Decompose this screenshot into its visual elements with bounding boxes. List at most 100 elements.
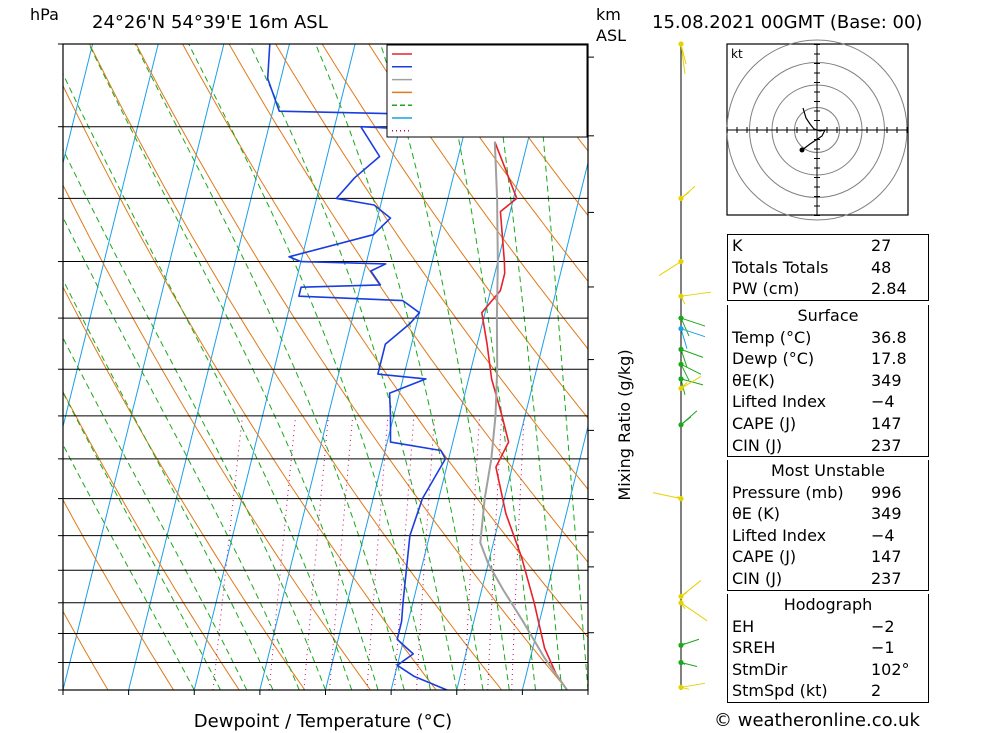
wind-profile bbox=[652, 41, 712, 690]
mixing-ratio-line bbox=[487, 415, 503, 690]
hodograph-surface-point bbox=[799, 147, 805, 153]
row-value: 147 bbox=[871, 413, 902, 433]
row-value: 237 bbox=[871, 435, 902, 455]
row-value: 2.84 bbox=[871, 279, 907, 299]
wind-barb bbox=[680, 43, 686, 75]
wet-adiabat-line bbox=[63, 336, 248, 690]
wind-barb bbox=[658, 261, 682, 276]
row-value: 237 bbox=[871, 568, 902, 588]
row-value: −4 bbox=[871, 525, 895, 545]
wind-barb bbox=[680, 661, 698, 667]
row-label: CIN (J) bbox=[732, 568, 783, 588]
mixing-ratio-line bbox=[212, 415, 243, 690]
table-row: CIN (J) 237 bbox=[728, 435, 928, 457]
row-label: CAPE (J) bbox=[732, 413, 797, 433]
chart-legend bbox=[386, 44, 588, 138]
hodograph-panel: kt bbox=[726, 39, 909, 221]
wet-adiabat-line bbox=[63, 72, 353, 690]
wind-barb bbox=[680, 348, 704, 358]
pressure-unit-label: hPa bbox=[30, 5, 59, 24]
surface-table: Surface Temp (°C) 36.8 Dewp (°C) 17.8 θE(K) 34… bbox=[727, 305, 929, 458]
row-label: Lifted Index bbox=[732, 392, 827, 412]
table-row: θE (K) 349 bbox=[728, 503, 928, 525]
dry-adiabat-line bbox=[63, 285, 306, 690]
table-title: Hodograph bbox=[783, 595, 873, 614]
wind-barb bbox=[680, 295, 686, 305]
indices-table: K 27 Totals Totals 48 PW (cm) 2.84 bbox=[727, 234, 929, 301]
table-row: StmSpd (kt) 2 bbox=[728, 680, 928, 702]
row-value: 36.8 bbox=[871, 327, 907, 347]
km-unit-label: km bbox=[596, 5, 621, 24]
wet-adiabat-line bbox=[63, 216, 300, 690]
wind-barb bbox=[652, 492, 682, 500]
wind-barb bbox=[680, 363, 702, 375]
table-title: Surface bbox=[797, 306, 859, 325]
row-label: Dewp (°C) bbox=[732, 349, 815, 369]
height-axis-labels bbox=[588, 56, 594, 634]
row-value: 48 bbox=[871, 257, 892, 277]
row-value: −4 bbox=[871, 392, 895, 412]
wet-adiabat-line bbox=[63, 443, 195, 690]
location-title: 24°26'N 54°39'E 16m ASL bbox=[92, 12, 328, 33]
row-value: 27 bbox=[871, 236, 892, 255]
row-value: −2 bbox=[871, 616, 895, 636]
wind-barb bbox=[680, 191, 690, 199]
wet-adiabat-line bbox=[188, 44, 431, 690]
row-label: StmSpd (kt) bbox=[732, 681, 828, 701]
row-label: θE(K) bbox=[732, 370, 775, 390]
isotherm-line bbox=[193, 44, 356, 690]
table-row: Pressure (mb) 996 bbox=[728, 482, 928, 504]
mixing-ratio-line bbox=[303, 415, 329, 690]
row-value: 349 bbox=[871, 370, 902, 390]
isotherm-line bbox=[0, 7, 36, 690]
wind-barb bbox=[680, 682, 706, 688]
wind-barb bbox=[680, 416, 692, 426]
table-row: Temp (°C) 36.8 bbox=[728, 327, 928, 349]
wind-barb bbox=[680, 602, 686, 610]
wet-adiabat-line bbox=[63, 278, 274, 690]
hodograph-trace bbox=[801, 107, 827, 151]
wind-barb bbox=[680, 328, 706, 338]
table-row: PW (cm) 2.84 bbox=[728, 278, 928, 300]
row-label: CIN (J) bbox=[732, 435, 783, 455]
wet-adiabat-line bbox=[379, 44, 510, 690]
row-label: Totals Totals bbox=[732, 257, 829, 277]
row-label: Lifted Index bbox=[732, 525, 827, 545]
row-value: 147 bbox=[871, 547, 902, 567]
asl-unit-label: ASL bbox=[596, 26, 626, 45]
mixing-ratio-axis-title: Mixing Ratio (g/kg) bbox=[615, 349, 634, 500]
table-row: Dewp (°C) 17.8 bbox=[728, 348, 928, 370]
table-row: CAPE (J) 147 bbox=[728, 546, 928, 568]
wind-barb bbox=[676, 496, 682, 500]
hodograph-table: Hodograph EH −2 SREH −1 StmDir 102° StmSpd (kt)… bbox=[727, 594, 929, 703]
mixing-ratio-line bbox=[511, 415, 525, 690]
hodograph-unit-label: kt bbox=[731, 47, 743, 61]
table-row: Lifted Index −4 bbox=[728, 525, 928, 547]
table-row: θE(K) 349 bbox=[728, 370, 928, 392]
dry-adiabat-line bbox=[63, 498, 175, 690]
isotherm-line bbox=[63, 44, 94, 165]
row-label: SREH bbox=[732, 638, 776, 658]
table-row: CIN (J) 237 bbox=[728, 568, 928, 590]
isotherm-line bbox=[456, 160, 588, 690]
mixing-ratio-line bbox=[268, 415, 297, 690]
wind-barb bbox=[680, 686, 690, 690]
wind-barb bbox=[680, 317, 690, 337]
dry-adiabat-line bbox=[63, 390, 240, 690]
row-label: θE (K) bbox=[732, 504, 780, 524]
wet-adiabat-line bbox=[63, 391, 221, 690]
row-value: 17.8 bbox=[871, 349, 907, 369]
table-row: K 27 bbox=[728, 235, 928, 257]
row-label: StmDir bbox=[732, 659, 788, 679]
wet-adiabat-line bbox=[63, 148, 326, 690]
row-label: K bbox=[732, 236, 743, 255]
row-value: 2 bbox=[871, 681, 882, 701]
x-axis-title: Dewpoint / Temperature (°C) bbox=[194, 711, 452, 732]
row-label: PW (cm) bbox=[732, 279, 800, 299]
isotherm-line bbox=[63, 44, 225, 690]
isotherm-line bbox=[63, 44, 159, 429]
table-row: Lifted Index −4 bbox=[728, 391, 928, 413]
dry-adiabat-line bbox=[63, 610, 109, 690]
wind-barb bbox=[680, 317, 706, 327]
table-row: SREH −1 bbox=[728, 637, 928, 659]
